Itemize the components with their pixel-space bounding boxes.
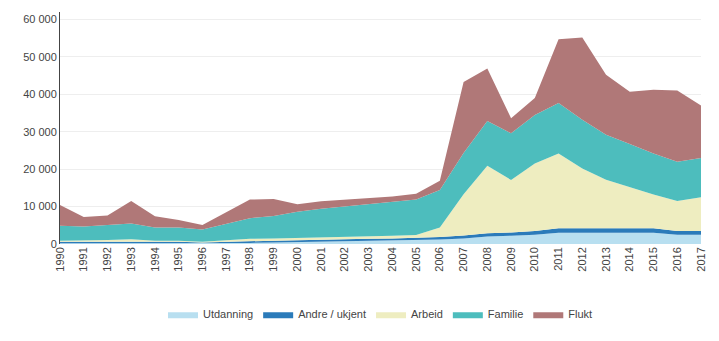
svg-text:2003: 2003 xyxy=(362,247,374,271)
svg-text:2005: 2005 xyxy=(410,247,422,271)
svg-text:2004: 2004 xyxy=(386,247,398,271)
svg-text:1994: 1994 xyxy=(149,247,161,271)
svg-text:2012: 2012 xyxy=(576,247,588,271)
svg-text:1993: 1993 xyxy=(125,247,137,271)
svg-text:1991: 1991 xyxy=(77,247,89,271)
svg-text:2008: 2008 xyxy=(481,247,493,271)
svg-text:40 000: 40 000 xyxy=(23,88,57,100)
svg-text:1998: 1998 xyxy=(244,247,256,271)
svg-text:2015: 2015 xyxy=(647,247,659,271)
svg-text:10 000: 10 000 xyxy=(23,200,57,212)
svg-text:1997: 1997 xyxy=(220,247,232,271)
svg-text:2006: 2006 xyxy=(433,247,445,271)
svg-text:0: 0 xyxy=(51,238,57,250)
svg-text:2007: 2007 xyxy=(457,247,469,271)
svg-text:20 000: 20 000 xyxy=(23,163,57,175)
svg-text:2009: 2009 xyxy=(505,247,517,271)
svg-text:2000: 2000 xyxy=(291,247,303,271)
svg-text:Arbeid: Arbeid xyxy=(411,308,443,320)
svg-text:30 000: 30 000 xyxy=(23,126,57,138)
svg-text:Utdanning: Utdanning xyxy=(203,308,253,320)
svg-text:2010: 2010 xyxy=(528,247,540,271)
svg-text:1990: 1990 xyxy=(54,247,66,271)
svg-text:2011: 2011 xyxy=(552,247,564,271)
svg-text:50 000: 50 000 xyxy=(23,51,57,63)
svg-text:1999: 1999 xyxy=(267,247,279,271)
svg-text:2013: 2013 xyxy=(600,247,612,271)
svg-text:1992: 1992 xyxy=(101,247,113,271)
svg-text:2017: 2017 xyxy=(695,247,707,271)
svg-text:2014: 2014 xyxy=(623,247,635,271)
svg-text:Andre / ukjent: Andre / ukjent xyxy=(298,308,366,320)
svg-text:Familie: Familie xyxy=(488,308,523,320)
svg-text:Flukt: Flukt xyxy=(568,308,592,320)
svg-text:1995: 1995 xyxy=(172,247,184,271)
svg-text:1996: 1996 xyxy=(196,247,208,271)
svg-text:2002: 2002 xyxy=(338,247,350,271)
svg-text:60 000: 60 000 xyxy=(23,13,57,25)
svg-text:2016: 2016 xyxy=(671,247,683,271)
svg-text:2001: 2001 xyxy=(315,247,327,271)
